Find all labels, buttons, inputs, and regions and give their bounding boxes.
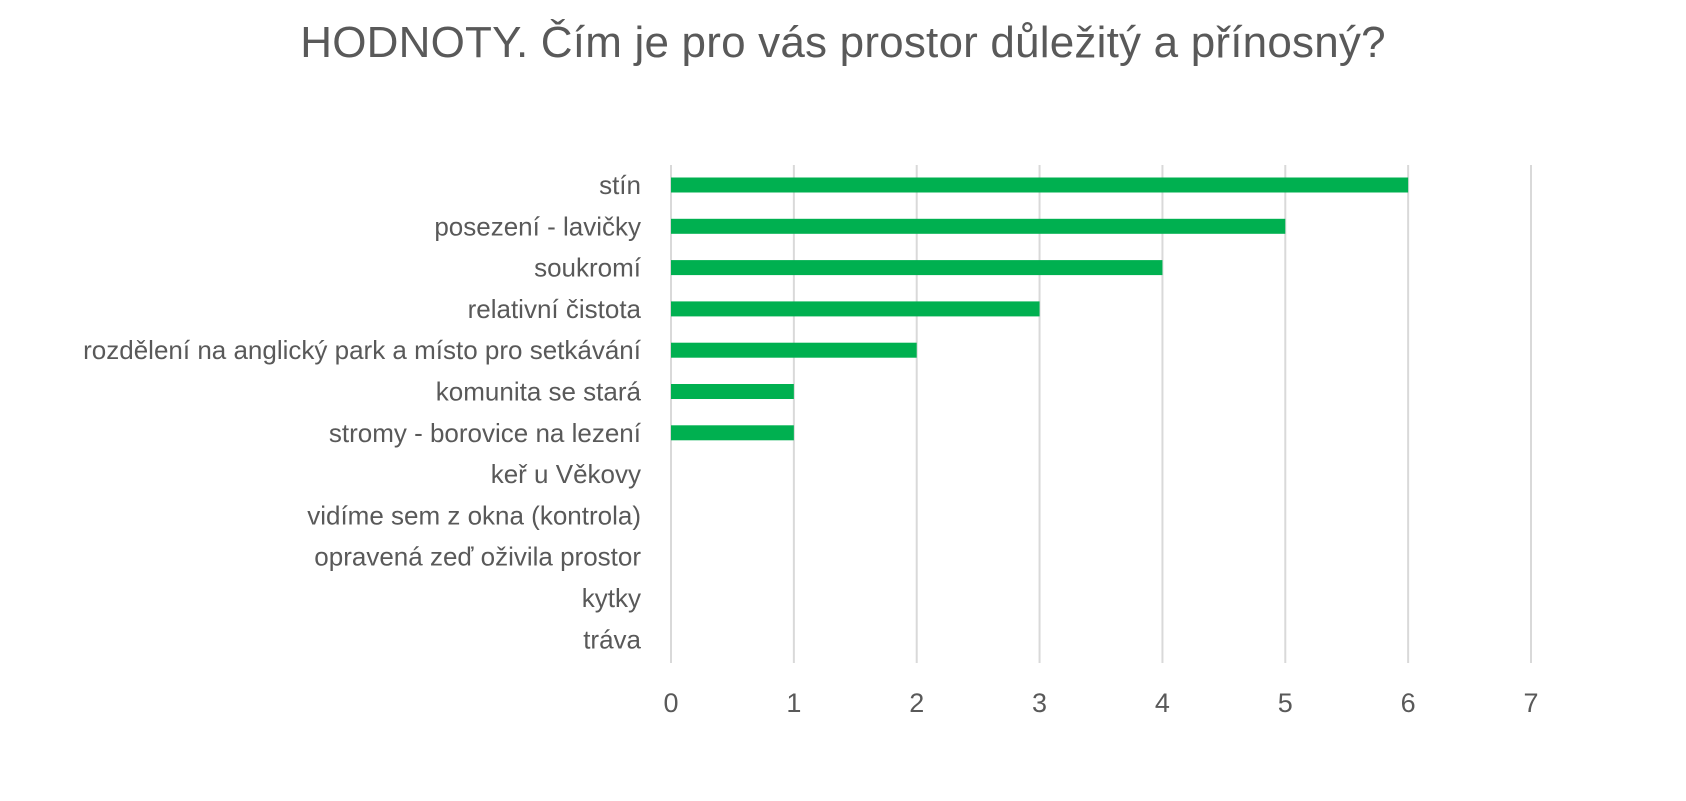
- category-label: kytky: [582, 583, 641, 613]
- category-label: vidíme sem z okna (kontrola): [307, 500, 641, 530]
- bar: [671, 301, 1040, 317]
- x-tick-label: 2: [909, 688, 924, 718]
- chart-title: HODNOTY. Čím je pro vás prostor důležitý…: [300, 18, 1386, 67]
- category-label: keř u Věkovy: [491, 459, 641, 489]
- category-label: tráva: [583, 624, 641, 654]
- bar: [671, 342, 917, 358]
- x-tick-label: 6: [1401, 688, 1416, 718]
- category-label: opravená zeď oživila prostor: [314, 542, 641, 572]
- bar: [671, 218, 1286, 234]
- x-tick-label: 0: [663, 688, 678, 718]
- category-label: stromy - borovice na lezení: [329, 418, 642, 448]
- x-tick-label: 4: [1155, 688, 1170, 718]
- bar: [671, 384, 794, 399]
- category-label: soukromí: [534, 253, 642, 283]
- x-tick-label: 5: [1278, 688, 1293, 718]
- bar: [671, 425, 794, 441]
- x-tick-label: 3: [1032, 688, 1047, 718]
- category-label: komunita se stará: [436, 377, 642, 407]
- bar: [671, 260, 1163, 276]
- x-tick-label: 1: [786, 688, 801, 718]
- category-label: relativní čistota: [468, 294, 642, 324]
- category-label: rozdělení na anglický park a místo pro s…: [83, 335, 642, 365]
- category-label: stín: [599, 170, 641, 200]
- category-label: posezení - lavičky: [434, 211, 641, 241]
- x-tick-label: 7: [1523, 688, 1538, 718]
- bar: [671, 177, 1409, 193]
